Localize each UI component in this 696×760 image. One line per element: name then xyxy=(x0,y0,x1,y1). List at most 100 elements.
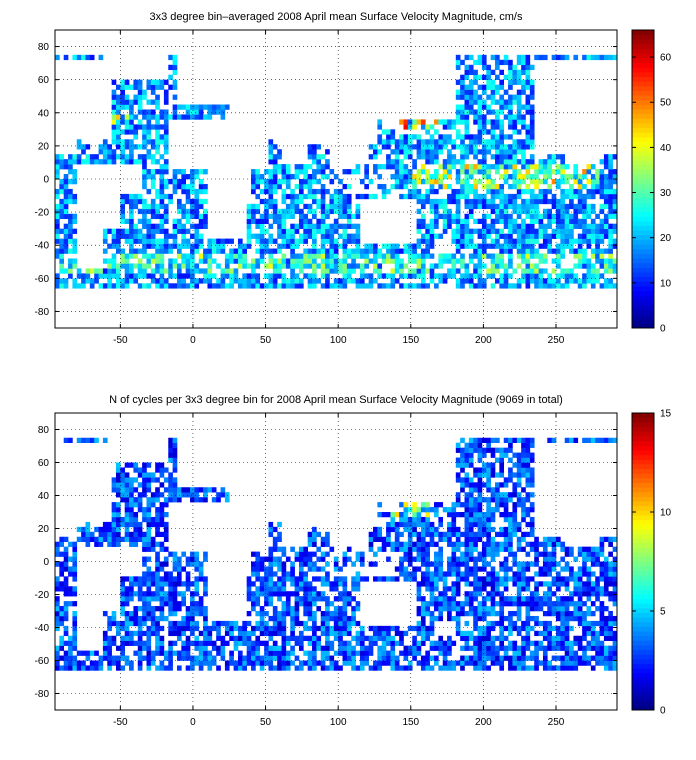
heatmap-cell xyxy=(181,174,186,180)
heatmap-cell xyxy=(416,263,422,269)
heatmap-cell xyxy=(316,179,322,185)
heatmap-cell xyxy=(560,283,566,289)
heatmap-cell xyxy=(364,169,369,175)
heatmap-cell xyxy=(508,620,513,627)
heatmap-cell xyxy=(451,571,457,577)
heatmap-cell xyxy=(120,218,126,224)
heatmap-cell xyxy=(290,253,295,259)
heatmap-cell xyxy=(512,556,518,562)
heatmap-cell xyxy=(495,89,500,95)
heatmap-cell xyxy=(268,174,274,180)
heatmap-cell xyxy=(477,660,483,666)
heatmap-cell xyxy=(159,203,165,210)
heatmap-cell xyxy=(503,546,509,552)
heatmap-cell xyxy=(386,159,391,165)
heatmap-cell xyxy=(429,655,435,661)
heatmap-cell xyxy=(560,159,566,165)
heatmap-cell xyxy=(194,188,200,195)
heatmap-cell xyxy=(325,531,330,538)
heatmap-cell xyxy=(477,228,483,234)
heatmap-cell xyxy=(281,635,287,641)
heatmap-cell xyxy=(512,625,518,632)
heatmap-cell xyxy=(155,129,160,135)
colorbar-segment xyxy=(632,165,654,171)
heatmap-cell xyxy=(268,139,274,145)
heatmap-cell xyxy=(168,84,173,90)
heatmap-cell xyxy=(612,54,618,61)
heatmap-cell xyxy=(564,650,570,656)
heatmap-cell xyxy=(159,586,165,592)
heatmap-cell xyxy=(577,203,583,210)
heatmap-cell xyxy=(590,571,596,577)
heatmap-cell xyxy=(237,248,243,254)
heatmap-cell xyxy=(81,536,86,542)
heatmap-cell xyxy=(521,655,526,661)
heatmap-cell xyxy=(512,208,518,215)
heatmap-cell xyxy=(499,104,505,110)
heatmap-cell xyxy=(181,283,186,289)
heatmap-cell xyxy=(172,228,178,234)
heatmap-cell xyxy=(72,213,78,220)
heatmap-cell xyxy=(351,635,356,641)
heatmap-cell xyxy=(481,581,487,587)
heatmap-cell xyxy=(290,273,295,279)
heatmap-cell xyxy=(556,571,561,577)
heatmap-cell xyxy=(490,601,496,607)
heatmap-cell xyxy=(508,193,513,200)
heatmap-cell xyxy=(312,630,317,637)
heatmap-cell xyxy=(229,660,234,666)
heatmap-cell xyxy=(373,154,378,160)
heatmap-cell xyxy=(251,645,256,651)
heatmap-cell xyxy=(442,581,448,587)
heatmap-cell xyxy=(111,99,117,105)
heatmap-cell xyxy=(490,283,496,289)
heatmap-cell xyxy=(525,198,531,205)
heatmap-cell xyxy=(246,223,252,229)
heatmap-cell xyxy=(111,263,117,269)
heatmap-cell xyxy=(464,54,470,61)
heatmap-cell xyxy=(499,243,505,249)
heatmap-cell xyxy=(399,159,404,165)
heatmap-cell xyxy=(307,596,313,602)
heatmap-cell xyxy=(373,526,378,533)
heatmap-cell xyxy=(473,625,478,632)
heatmap-cell xyxy=(399,144,404,150)
heatmap-cell xyxy=(111,640,117,646)
heatmap-cell xyxy=(242,620,247,627)
heatmap-cell xyxy=(190,114,195,120)
heatmap-cell xyxy=(529,253,535,259)
heatmap-cell xyxy=(407,536,413,542)
heatmap-cell xyxy=(68,541,73,547)
colorbar-segment xyxy=(632,304,654,310)
heatmap-cell xyxy=(111,268,117,274)
heatmap-cell xyxy=(338,278,343,284)
heatmap-cell xyxy=(608,258,613,264)
heatmap-cell xyxy=(608,571,613,577)
heatmap-cell xyxy=(373,164,378,170)
heatmap-cell xyxy=(159,576,165,582)
heatmap-cell xyxy=(290,546,295,552)
heatmap-cell xyxy=(72,601,78,607)
heatmap-cell xyxy=(168,268,173,274)
heatmap-cell xyxy=(451,238,457,244)
heatmap-cell xyxy=(608,278,613,284)
heatmap-cell xyxy=(534,645,539,651)
heatmap-cell xyxy=(420,268,426,274)
heatmap-cell xyxy=(72,635,78,641)
heatmap-cell xyxy=(115,104,121,110)
heatmap-cell xyxy=(211,640,217,646)
heatmap-cell xyxy=(150,169,156,175)
heatmap-cell xyxy=(556,263,561,269)
heatmap-cell xyxy=(159,124,165,130)
heatmap-cell xyxy=(403,139,409,145)
heatmap-cell xyxy=(503,243,509,249)
heatmap-cell xyxy=(451,615,457,622)
heatmap-cell xyxy=(490,218,496,224)
heatmap-cell xyxy=(259,655,265,661)
heatmap-cell xyxy=(55,665,60,671)
heatmap-cell xyxy=(377,531,383,538)
heatmap-cell xyxy=(129,109,134,115)
heatmap-cell xyxy=(534,248,539,254)
heatmap-cell xyxy=(68,650,73,656)
heatmap-cell xyxy=(590,556,596,562)
